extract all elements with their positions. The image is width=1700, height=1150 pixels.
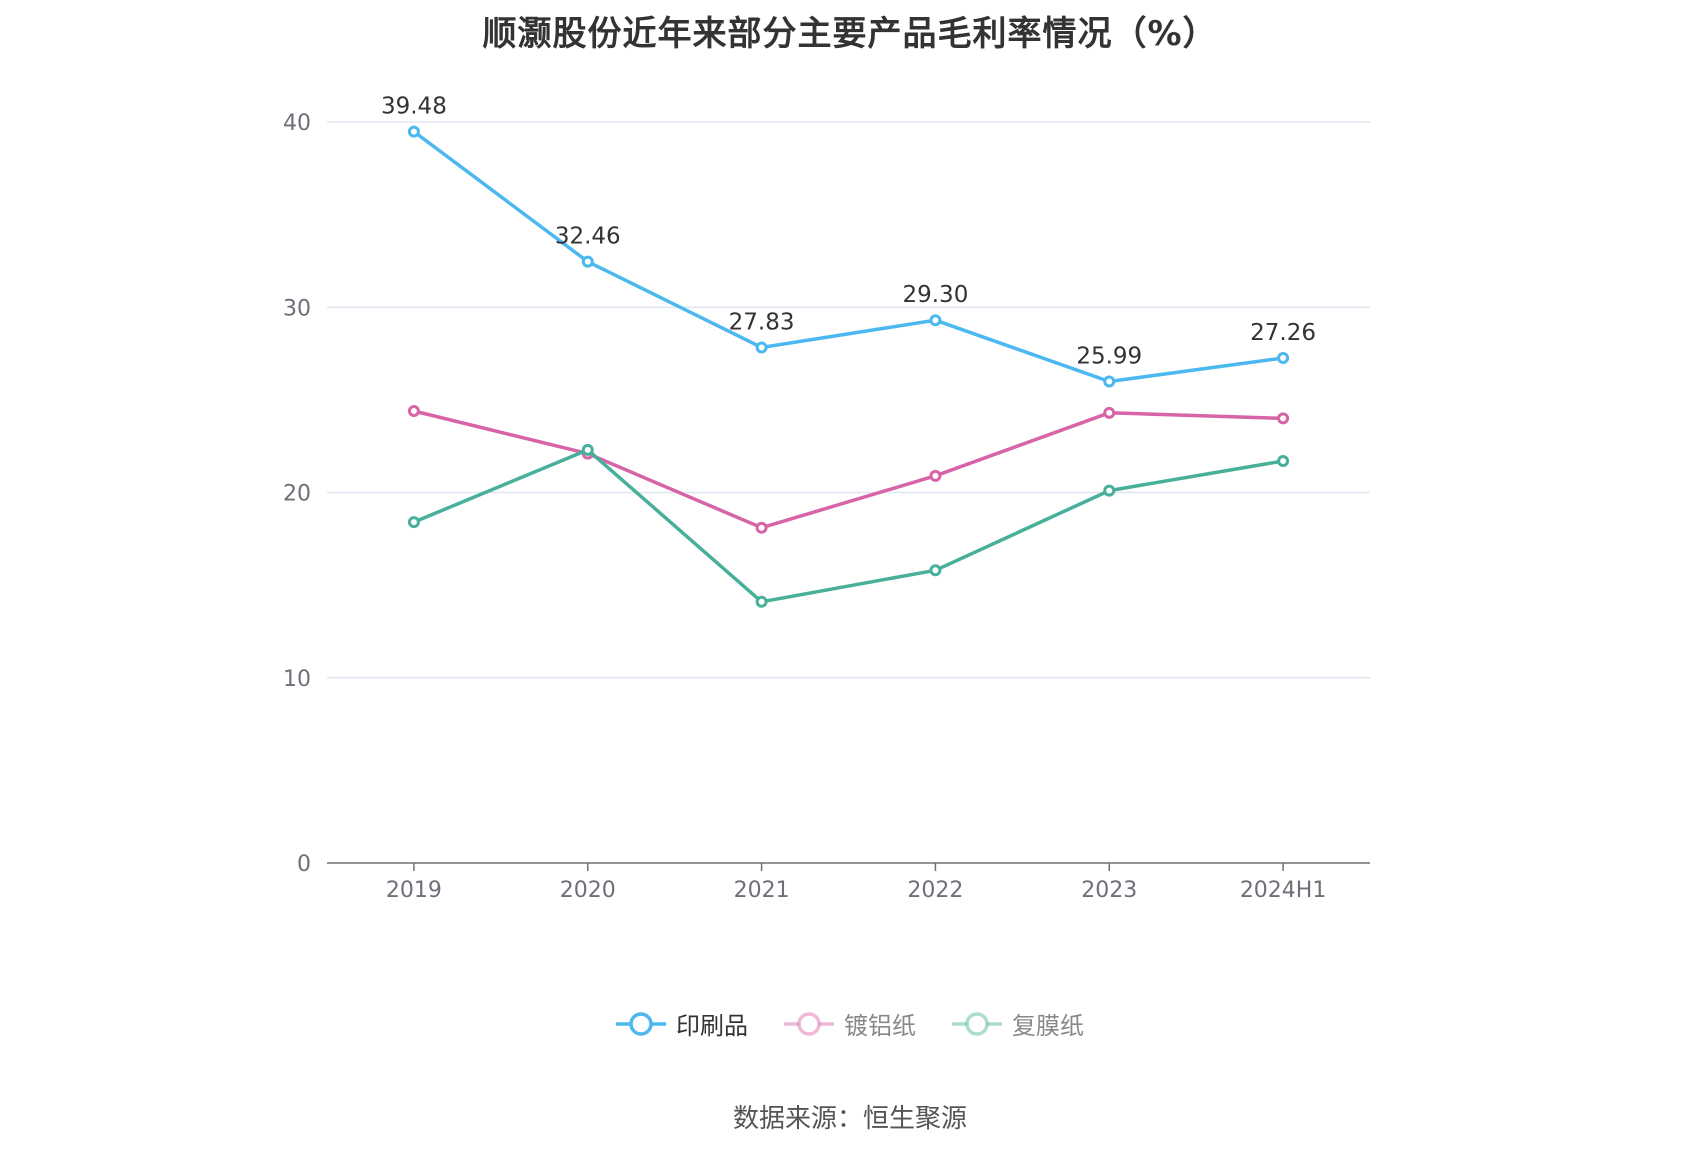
series-line [413, 448, 1284, 604]
data-point[interactable] [755, 595, 768, 608]
data-point[interactable] [1277, 352, 1290, 365]
series-lines [407, 125, 1290, 608]
series-line [412, 130, 1284, 384]
data-label: 29.30 [902, 282, 968, 308]
legend-item-镀铝纸[interactable]: 镀铝纸 [784, 1006, 916, 1041]
data-point[interactable] [1103, 484, 1116, 497]
data-label: 39.48 [381, 94, 447, 120]
legend-label: 复膜纸 [1012, 1012, 1084, 1040]
data-point[interactable] [929, 564, 942, 577]
data-point[interactable] [407, 516, 420, 529]
y-tick-label: 10 [283, 667, 311, 692]
data-point[interactable] [1277, 412, 1290, 425]
legend-label: 印刷品 [676, 1012, 748, 1040]
y-tick-label: 20 [283, 482, 311, 507]
data-point[interactable] [1103, 406, 1116, 419]
legend-line-circle-icon [952, 1011, 1002, 1036]
data-point[interactable] [755, 521, 768, 534]
grid-lines [327, 121, 1370, 679]
x-tick-label: 2023 [1081, 878, 1137, 903]
data-point[interactable] [581, 255, 594, 268]
data-point[interactable] [755, 341, 768, 354]
x-tick-label: 2020 [560, 878, 616, 903]
x-tick-label: 2021 [734, 878, 790, 903]
axes: 0 10 20 30 40 2019 2020 2021 2022 2023 2024H1 [283, 111, 1370, 903]
series-line [413, 409, 1284, 530]
legend-item-复膜纸[interactable]: 复膜纸 [952, 1006, 1084, 1041]
chart-title: 顺灏股份近年来部分主要产品毛利率情况（%） [482, 14, 1218, 54]
data-label: 25.99 [1076, 344, 1142, 370]
series-复膜纸 [407, 443, 1290, 608]
legend-item-印刷品[interactable]: 印刷品 [616, 1006, 748, 1041]
data-point[interactable] [1103, 375, 1116, 388]
data-label: 27.83 [729, 309, 795, 335]
y-tick-label: 40 [283, 111, 311, 136]
data-point[interactable] [929, 469, 942, 482]
data-source-note: 数据来源：恒生聚源 [732, 1104, 967, 1134]
data-point[interactable] [581, 443, 594, 456]
legend-line-circle-icon [616, 1011, 666, 1036]
legend-line-circle-icon [784, 1011, 834, 1036]
data-point[interactable] [1277, 455, 1290, 468]
series-印刷品 [407, 125, 1290, 388]
data-point[interactable] [929, 314, 942, 327]
legend-label: 镀铝纸 [844, 1012, 916, 1040]
data-point[interactable] [407, 125, 420, 138]
y-tick-label: 30 [283, 296, 311, 321]
x-tick-label: 2024H1 [1240, 878, 1327, 903]
x-tick-label: 2019 [386, 878, 442, 903]
x-tick-label: 2022 [907, 878, 963, 903]
y-tick-label: 0 [297, 852, 311, 877]
data-label: 27.26 [1250, 320, 1316, 346]
data-label: 32.46 [555, 224, 621, 250]
data-point[interactable] [407, 404, 420, 417]
legend: 印刷品 镀铝纸 复膜纸 [0, 1006, 1700, 1041]
data-labels: 39.48 32.46 27.83 29.30 25.99 27.26 [381, 94, 1316, 370]
